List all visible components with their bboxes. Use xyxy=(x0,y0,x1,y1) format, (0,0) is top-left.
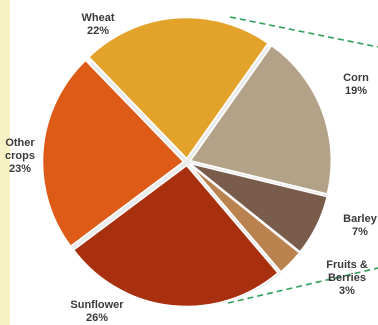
slice-label-sunflower: Sunflower 26% xyxy=(64,299,130,325)
slice-label-barley: Barley 7% xyxy=(336,213,378,239)
slice-label-wheat-name: Wheat xyxy=(81,12,115,24)
slice-label-barley-value: 7% xyxy=(352,226,368,238)
slice-label-fruits-berries-value: 3% xyxy=(339,285,355,297)
slice-label-other-crops-value: 23% xyxy=(8,163,32,175)
pie-slice-barley xyxy=(189,162,329,253)
slice-label-wheat-value: 22% xyxy=(86,25,110,37)
slice-label-wheat: Wheat 22% xyxy=(70,12,126,38)
pie-slice-wheat xyxy=(87,16,270,160)
slice-label-other-crops-line2: crops xyxy=(5,150,35,162)
slice-label-corn: Corn 19% xyxy=(333,72,378,98)
connector-line-top xyxy=(229,16,378,48)
slice-label-corn-name: Corn xyxy=(343,72,369,84)
slice-label-fruits-berries-line1: Fruits & xyxy=(326,259,368,271)
pie-slice-other-crops xyxy=(41,59,185,248)
slice-label-corn-value: 19% xyxy=(344,85,368,97)
slice-label-fruits-berries: Fruits & Berries 3% xyxy=(318,259,376,298)
background-strip xyxy=(0,0,10,325)
slice-label-other-crops-line1: Other xyxy=(5,137,35,149)
slice-label-sunflower-name: Sunflower xyxy=(70,299,124,311)
slice-label-other-crops: Other crops 23% xyxy=(2,137,38,176)
pie-slice-sunflower xyxy=(72,164,280,308)
slice-label-fruits-berries-line2: Berries xyxy=(328,272,366,284)
pie-slice-fruits-berries xyxy=(188,163,301,273)
slice-label-barley-name: Barley xyxy=(343,213,377,225)
connector-line-bottom xyxy=(227,267,378,304)
pie-slice-corn xyxy=(189,44,332,195)
slice-label-sunflower-value: 26% xyxy=(85,312,109,324)
